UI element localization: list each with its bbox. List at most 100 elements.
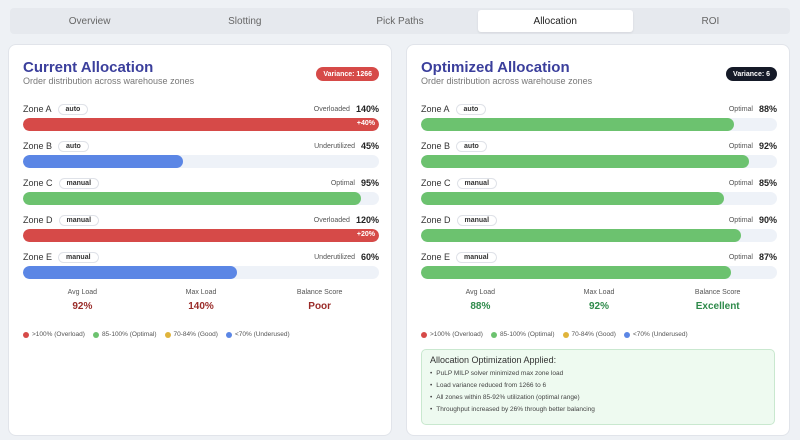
- zone-percent: 90%: [758, 215, 777, 225]
- tab-slotting[interactable]: Slotting: [228, 15, 262, 27]
- load-bar-fill: [421, 118, 735, 131]
- variance-badge: Variance: 6: [726, 67, 777, 81]
- tab-roi[interactable]: ROI: [701, 15, 720, 27]
- load-bar-track: [421, 118, 777, 131]
- legend: >100% (Overload) 85-100% (Optimal) 70-84…: [23, 331, 298, 338]
- legend-dot-icon: [562, 331, 569, 338]
- variance-badge: Variance: 1266: [316, 67, 379, 81]
- optimization-applied-box: Allocation Optimization Applied: PuLP MI…: [421, 349, 775, 425]
- stat-max-load: Max Load 140%: [142, 289, 261, 319]
- zone-mode-badge[interactable]: auto: [57, 103, 89, 115]
- zone-row-b: Zone B auto Optimal 92%: [421, 138, 777, 168]
- zone-percent: 92%: [758, 141, 777, 151]
- zone-name: Zone D: [421, 215, 451, 225]
- stat-value: 140%: [188, 301, 214, 312]
- load-bar-track: [421, 155, 777, 168]
- stat-value: 92%: [589, 301, 610, 312]
- zone-status: Optimal: [728, 142, 753, 150]
- stat-label: Max Load: [583, 289, 615, 296]
- stat-avg-load: Avg Load 88%: [421, 289, 540, 319]
- load-bar-track: [421, 266, 777, 279]
- zone-status: Underutilized: [314, 142, 355, 150]
- load-bar-track: +40%: [23, 118, 379, 131]
- zone-name: Zone B: [23, 141, 53, 151]
- load-bar-fill: [421, 155, 749, 168]
- legend-item-underused: <70% (Underused): [623, 331, 688, 338]
- zone-row-d: Zone D manual Overloaded 120% +20%: [23, 212, 379, 242]
- zone-name: Zone E: [23, 252, 53, 262]
- zone-mode-badge[interactable]: manual: [456, 251, 497, 263]
- load-bar-fill: +20%: [23, 229, 379, 242]
- applied-item: Throughput increased by 26% through bett…: [430, 404, 766, 416]
- legend-item-overload: >100% (Overload): [421, 331, 483, 338]
- zone-mode-badge[interactable]: manual: [456, 214, 498, 226]
- tab-pick-paths[interactable]: Pick Paths: [376, 15, 424, 27]
- load-bar-track: [421, 229, 777, 242]
- tab-allocation[interactable]: Allocation: [477, 10, 633, 32]
- applied-item: PuLP MILP solver minimized max zone load: [430, 368, 766, 380]
- zone-row-e: Zone E manual Underutilized 60%: [23, 249, 379, 279]
- zone-row-b: Zone B auto Underutilized 45%: [23, 138, 379, 168]
- zone-mode-badge[interactable]: manual: [58, 214, 100, 226]
- zone-percent: 60%: [360, 252, 379, 262]
- load-bar-fill: [421, 229, 742, 242]
- stat-balance-score: Balance Score Excellent: [658, 289, 777, 319]
- legend-dot-icon: [164, 331, 171, 338]
- zone-status: Optimal: [728, 105, 753, 113]
- zone-status: Optimal: [728, 179, 753, 187]
- legend-item-good: 70-84% (Good): [562, 331, 616, 338]
- panel-subtitle: Order distribution across warehouse zone…: [23, 76, 195, 86]
- zone-percent: 95%: [360, 178, 379, 188]
- zone-mode-badge[interactable]: auto: [58, 140, 89, 152]
- zone-row-a: Zone A auto Optimal 88%: [421, 101, 777, 131]
- zone-mode-badge[interactable]: manual: [58, 177, 100, 189]
- zone-mode-badge[interactable]: manual: [456, 177, 498, 189]
- zone-name: Zone C: [23, 178, 53, 188]
- applied-title: Allocation Optimization Applied:: [430, 355, 557, 365]
- load-bar-fill: [23, 155, 184, 168]
- legend-dot-icon: [421, 331, 427, 338]
- zone-status: Overloaded: [313, 216, 350, 224]
- legend-dot-icon: [225, 331, 232, 338]
- zone-mode-badge[interactable]: auto: [456, 140, 487, 152]
- stat-max-load: Max Load 92%: [540, 289, 659, 319]
- legend-item-good: 70-84% (Good): [164, 331, 218, 338]
- zone-name: Zone B: [421, 141, 451, 151]
- zone-row-c: Zone C manual Optimal 95%: [23, 175, 379, 205]
- stat-value: 88%: [470, 301, 491, 312]
- zone-status: Underutilized: [314, 253, 355, 261]
- zone-name: Zone E: [421, 252, 451, 262]
- zone-name: Zone A: [421, 104, 450, 114]
- load-bar-fill: +40%: [23, 118, 379, 131]
- legend-dot-icon: [623, 331, 630, 338]
- view-tabs: Overview Slotting Pick Paths Allocation …: [10, 8, 790, 34]
- stat-value: Excellent: [695, 301, 740, 312]
- stat-value: Poor: [308, 301, 332, 312]
- legend-item-optimal: 85-100% (Optimal): [490, 331, 555, 338]
- legend-dot-icon: [92, 331, 99, 338]
- zone-mode-badge[interactable]: manual: [58, 251, 99, 263]
- panel-title: Optimized Allocation: [421, 59, 570, 76]
- stat-label: Avg Load: [465, 289, 496, 296]
- stat-label: Balance Score: [694, 289, 741, 296]
- legend: >100% (Overload) 85-100% (Optimal) 70-84…: [421, 331, 696, 338]
- load-bar-track: +20%: [23, 229, 379, 242]
- panel-title: Current Allocation: [23, 59, 154, 76]
- zone-status: Overloaded: [313, 105, 350, 113]
- applied-item: Load variance reduced from 1266 to 6: [430, 380, 766, 392]
- applied-list: PuLP MILP solver minimized max zone load…: [430, 368, 766, 416]
- zone-status: Optimal: [330, 179, 355, 187]
- zone-row-e: Zone E manual Optimal 87%: [421, 249, 777, 279]
- zone-row-c: Zone C manual Optimal 85%: [421, 175, 777, 205]
- legend-item-underused: <70% (Underused): [225, 331, 290, 338]
- tab-overview[interactable]: Overview: [68, 15, 111, 27]
- stat-balance-score: Balance Score Poor: [260, 289, 379, 319]
- zone-mode-badge[interactable]: auto: [455, 103, 487, 115]
- current-allocation-panel: Current Allocation Order distribution ac…: [8, 44, 392, 436]
- zone-status: Optimal: [728, 216, 753, 224]
- zone-percent: 45%: [360, 141, 379, 151]
- zone-percent: 140%: [355, 104, 379, 114]
- zone-name: Zone D: [23, 215, 53, 225]
- zone-percent: 120%: [355, 215, 379, 225]
- zone-name: Zone A: [23, 104, 52, 114]
